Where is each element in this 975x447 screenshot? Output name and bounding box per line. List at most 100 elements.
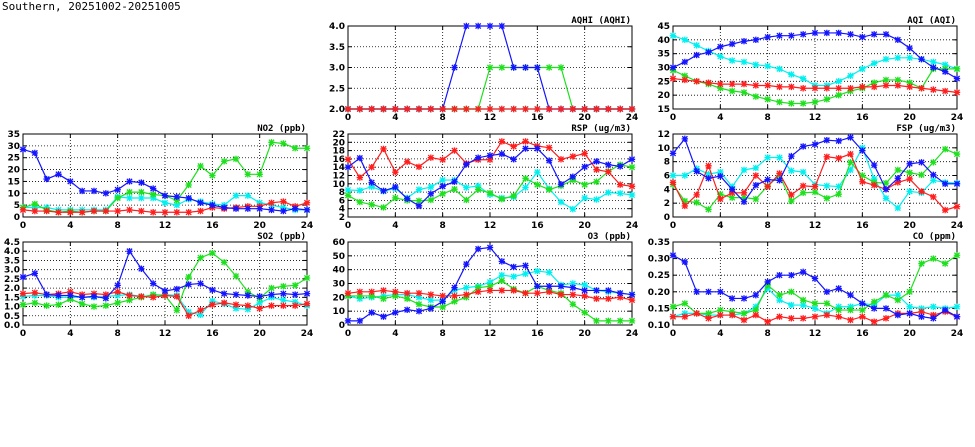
data-point [681, 300, 689, 307]
data-point [463, 260, 470, 268]
data-point [545, 283, 553, 290]
x-tick-label: 12 [159, 329, 172, 339]
y-tick-label: 16 [332, 155, 345, 165]
data-point [752, 311, 760, 319]
data-point [859, 83, 866, 91]
x-tick-label: 16 [531, 113, 544, 123]
data-point [953, 203, 961, 210]
data-point [451, 284, 458, 291]
data-point [356, 187, 364, 194]
data-point [847, 31, 854, 38]
data-point [593, 295, 600, 302]
data-point [705, 79, 712, 86]
data-point [894, 296, 902, 304]
data-point [380, 187, 387, 195]
y-tick-label: 30 [332, 280, 345, 290]
y-tick-label: 20 [7, 166, 20, 176]
data-point [185, 312, 192, 319]
data-point [764, 285, 771, 292]
data-point [870, 60, 878, 67]
data-point [392, 288, 399, 295]
y-tick-label: 0 [664, 213, 670, 223]
data-point [102, 302, 110, 309]
y-tick-label: 12 [332, 172, 345, 182]
data-point [522, 270, 529, 278]
data-point [90, 303, 98, 310]
data-point [788, 315, 795, 322]
data-point [474, 186, 482, 193]
data-point [197, 311, 204, 319]
data-point [232, 301, 240, 308]
data-point [102, 190, 110, 197]
data-point [930, 311, 937, 319]
data-point [126, 206, 133, 214]
data-point [681, 258, 689, 266]
data-point [717, 195, 724, 203]
data-point [427, 154, 435, 161]
data-point [486, 22, 494, 30]
data-point [126, 296, 133, 304]
data-point [403, 195, 411, 202]
series-blue [669, 29, 961, 82]
data-point [392, 309, 399, 316]
data-point [149, 185, 157, 192]
x-tick-label: 4 [717, 113, 723, 123]
data-point [693, 288, 700, 295]
series-blue [344, 145, 636, 209]
data-point [835, 78, 842, 85]
data-point [894, 36, 902, 44]
data-point [941, 180, 949, 187]
data-point [705, 175, 712, 182]
data-point [114, 207, 121, 215]
x-tick-label: 0 [670, 113, 676, 123]
data-point [593, 178, 600, 185]
data-point [114, 282, 121, 289]
data-point [941, 68, 949, 75]
x-tick-label: 12 [809, 113, 822, 123]
x-tick-label: 0 [345, 329, 351, 339]
data-point [209, 201, 216, 209]
data-point [522, 105, 529, 113]
data-point [522, 289, 529, 297]
x-tick-label: 24 [626, 329, 639, 339]
data-point [268, 302, 275, 309]
y-tick-label: 10 [332, 307, 345, 317]
x-tick-label: 4 [392, 329, 398, 339]
data-point [847, 85, 854, 92]
data-point [291, 298, 299, 306]
data-point [681, 172, 689, 179]
data-point [232, 305, 240, 312]
data-point [368, 201, 375, 208]
data-point [752, 195, 760, 203]
data-point [451, 298, 458, 305]
y-tick-label: 35 [7, 130, 20, 140]
data-point [894, 54, 902, 62]
x-tick-label: 0 [345, 113, 351, 123]
data-point [740, 194, 748, 201]
data-point [918, 305, 925, 312]
data-point [752, 36, 760, 44]
data-point [799, 189, 807, 196]
data-point [593, 287, 600, 294]
x-tick-label: 16 [531, 221, 544, 231]
data-point [859, 65, 866, 73]
series-blue [669, 252, 961, 322]
data-point [717, 43, 724, 50]
data-point [114, 299, 121, 307]
data-point [185, 281, 192, 288]
x-tick-label: 4 [392, 113, 398, 123]
data-point [522, 262, 529, 269]
data-point [669, 172, 677, 179]
data-point [764, 183, 771, 190]
y-tick-label: 4 [339, 205, 345, 215]
data-point [669, 32, 677, 39]
data-point [403, 306, 411, 313]
data-point [752, 82, 760, 89]
data-point [451, 292, 458, 300]
x-tick-label: 16 [206, 221, 219, 231]
data-point [605, 287, 612, 294]
data-point [220, 299, 228, 307]
series-red [669, 75, 961, 96]
